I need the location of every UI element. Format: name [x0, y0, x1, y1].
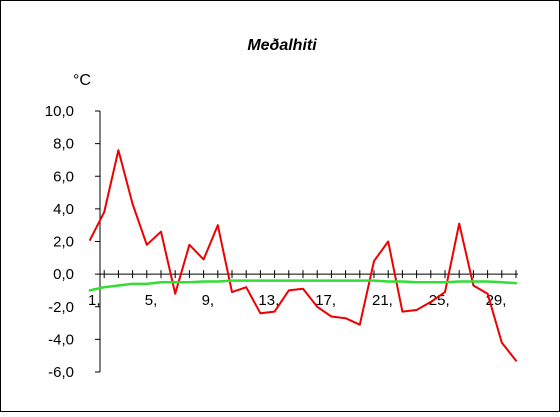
x-tick-label: 13, — [258, 292, 279, 309]
y-tick-label: -4,0 — [48, 331, 74, 348]
y-tick-label: -2,0 — [48, 299, 74, 316]
x-tick-label: 17, — [315, 292, 336, 309]
y-tick-label: 8,0 — [53, 136, 74, 153]
unit-label: °C — [73, 72, 91, 89]
y-axis: -6,0 -4,0 -2,0 0,0 2,0 4,0 6,0 8,0 10,0 — [45, 103, 101, 381]
series-lines — [88, 149, 518, 362]
x-tick-label: 1, — [88, 292, 101, 309]
x-tick-label: 25, — [429, 292, 450, 309]
x-axis: 1, 5, 9, 13, 17, 21, 25, 29, — [88, 270, 518, 309]
y-tick-label: 6,0 — [53, 168, 74, 185]
x-tick-label: 9, — [202, 292, 215, 309]
series-line-green — [88, 279, 518, 292]
y-tick-label: 4,0 — [53, 201, 74, 218]
y-tick-label: 0,0 — [53, 266, 74, 283]
x-tick-label: 5, — [145, 292, 158, 309]
chart-title: Meðalhiti — [247, 37, 317, 54]
y-tick-label: 10,0 — [45, 103, 74, 120]
x-tick-label: 21, — [372, 292, 393, 309]
y-tick-label: -6,0 — [48, 364, 74, 381]
series-line-red — [89, 149, 517, 362]
y-tick-label: 2,0 — [53, 234, 74, 251]
